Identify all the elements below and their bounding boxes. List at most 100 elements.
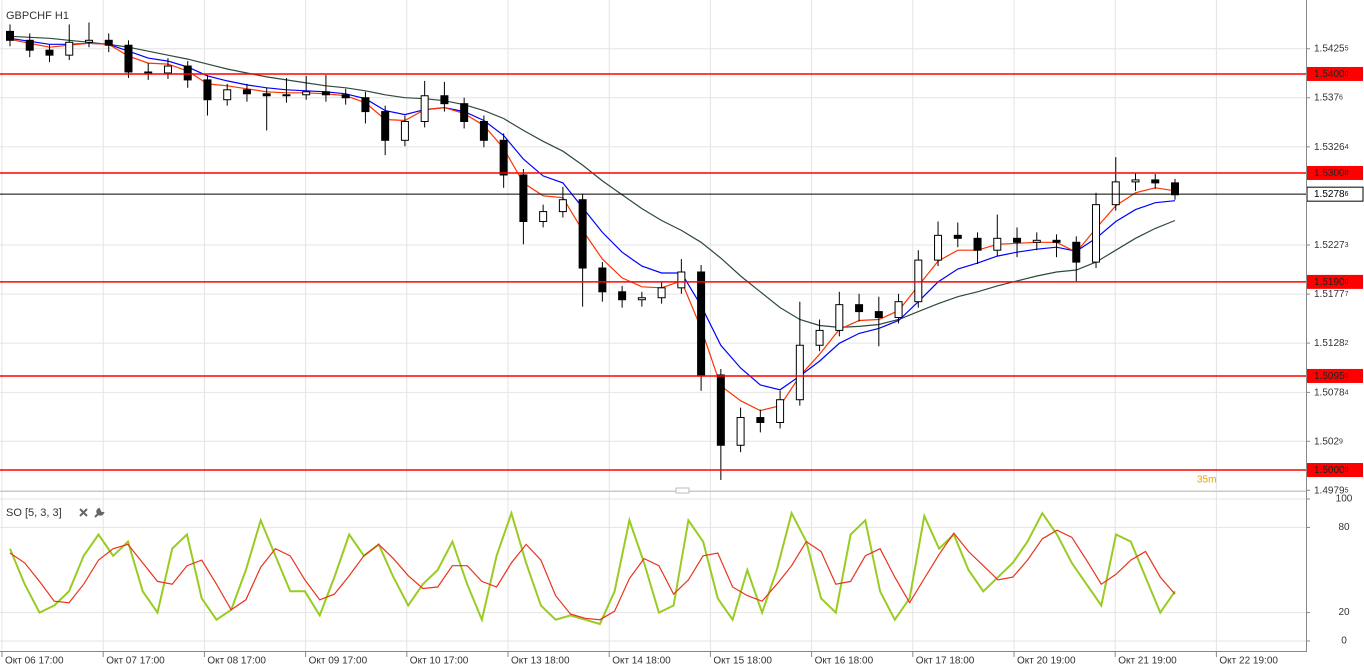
candle-body [341,94,350,99]
label-part: 1.502 [1314,436,1339,447]
candle-body [677,271,686,289]
label-part: 4 [1345,389,1349,396]
candle-body [519,174,528,222]
axis: Окт 06 17:00 Окт 07 17:00 Окт 08 17:00 Окт … [1,43,1364,667]
candle-body [183,65,192,81]
y-tick-label: 20 [1338,607,1350,618]
y-tick-label: 1.54255 [1314,43,1349,54]
price-level-box [1307,165,1363,180]
candle-body [776,399,785,423]
grid [0,0,1306,651]
label-part: 1.5278 [1314,189,1345,200]
candle-body [657,287,666,299]
candle-body [815,329,824,346]
candle-body [242,89,251,95]
candle-body [835,304,844,331]
y-tick-label: 0 [1341,636,1347,647]
y-tick-label: 1.50784 [1314,387,1349,398]
candle-body [716,374,725,446]
price-level-label: 1.54000 [1314,69,1349,80]
x-tick-label: Окт 16 18:00 [815,656,874,667]
candle-body [460,103,469,122]
indicator-close-icon[interactable] [79,508,88,517]
candle-body [302,91,311,96]
price-level-box [1307,274,1363,289]
label-part: 1.5300 [1314,168,1345,179]
x-tick-label: Окт 17 18:00 [916,656,975,667]
label-part: 5 [1345,487,1349,494]
candle-body [84,39,93,43]
label-part: 1.5425 [1314,43,1345,54]
y-tick-label: 100 [1336,494,1353,505]
label-part: 0 [1345,467,1349,474]
y-tick-label: 1.49795 [1314,485,1349,496]
candle-body [6,30,14,41]
candle-body [400,120,409,141]
candle-body [993,237,1002,251]
candle-body [795,344,804,401]
candle-body [1032,239,1041,243]
candle-body [1072,241,1081,263]
candle-body [25,39,34,51]
panel-resize-handle[interactable] [675,487,690,494]
x-tick-label: Окт 22 19:00 [1219,656,1278,667]
price-level-label: 1.50950 [1314,371,1349,382]
oscillator-line [9,529,1176,621]
label-part: 4 [1345,144,1349,151]
price-level-label: 1.51900 [1314,277,1349,288]
candle-body [1111,181,1120,206]
label-part: 1.5227 [1314,240,1345,251]
candle-body [598,267,607,293]
label-part: 5 [1345,46,1349,53]
label-part: 1.5078 [1314,387,1345,398]
candle-body [1013,237,1022,243]
candle-body [578,199,587,269]
plot [0,22,1306,626]
label-part: 6 [1345,191,1349,198]
label-part: 1.4979 [1314,485,1345,496]
label-part: 9 [1339,438,1343,445]
candle-body [104,39,113,46]
y-tick-label: 1.53264 [1314,141,1349,152]
candle-body [855,304,864,313]
candle-body [1151,179,1160,184]
candle-body [440,95,449,105]
settings-icon-shape[interactable] [94,507,105,518]
price-level-box [1307,368,1363,383]
y-tick-label: 1.5376 [1314,92,1343,103]
price-level-label: 1.50000 [1314,465,1349,476]
x-tick-label: Окт 15 18:00 [713,656,772,667]
candle-body [914,259,923,303]
y-tick-label: 1.52273 [1314,240,1349,251]
candle-body [1092,204,1101,263]
candle-body [381,111,390,141]
candle-body [934,234,943,261]
candle-body [874,311,883,319]
label-part: 1.5128 [1314,338,1345,349]
y-tick-label: 80 [1338,522,1350,533]
price-level-box [1307,66,1363,81]
label-part: 0 [1345,71,1349,78]
candle-body [539,211,548,222]
candle-body [1052,239,1061,243]
candle-body [144,71,153,74]
candle-body [479,120,488,141]
x-tick-label: Окт 14 18:00 [612,656,671,667]
candle-body [321,91,330,96]
candle-body [499,139,508,176]
label-part: 1.537 [1314,92,1339,103]
label-part: 0 [1345,279,1349,286]
oscillator-line [9,509,1176,626]
x-tick-label: Окт 13 18:00 [511,656,570,667]
candle-body [420,95,429,122]
candle-body [756,417,765,423]
candle-body [697,271,706,376]
label-part: 1.5177 [1314,289,1345,300]
price-level-box [1307,463,1363,478]
candle-body [736,417,745,446]
close-icon-shape[interactable] [79,508,88,517]
candle-body [894,301,903,319]
price-level-label: 1.53000 [1314,168,1349,179]
indicator-settings-icon[interactable] [94,507,105,518]
candle-body [45,49,54,56]
